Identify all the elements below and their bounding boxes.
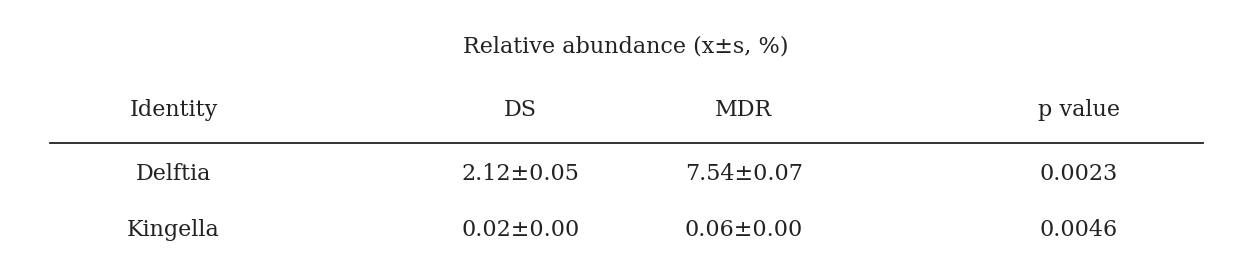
Text: Kingella: Kingella: [128, 219, 219, 241]
Text: p value: p value: [1038, 99, 1120, 121]
Text: 0.0023: 0.0023: [1039, 163, 1118, 185]
Text: MDR: MDR: [715, 99, 773, 121]
Text: 0.0046: 0.0046: [1039, 219, 1118, 241]
Text: 0.02±0.00: 0.02±0.00: [461, 219, 580, 241]
Text: Delftia: Delftia: [136, 163, 211, 185]
Text: 0.06±0.00: 0.06±0.00: [684, 219, 804, 241]
Text: 2.12±0.05: 2.12±0.05: [461, 163, 580, 185]
Text: Identity: Identity: [129, 99, 218, 121]
Text: Relative abundance (x±s, %): Relative abundance (x±s, %): [464, 35, 789, 57]
Text: DS: DS: [505, 99, 537, 121]
Text: 7.54±0.07: 7.54±0.07: [684, 163, 804, 185]
